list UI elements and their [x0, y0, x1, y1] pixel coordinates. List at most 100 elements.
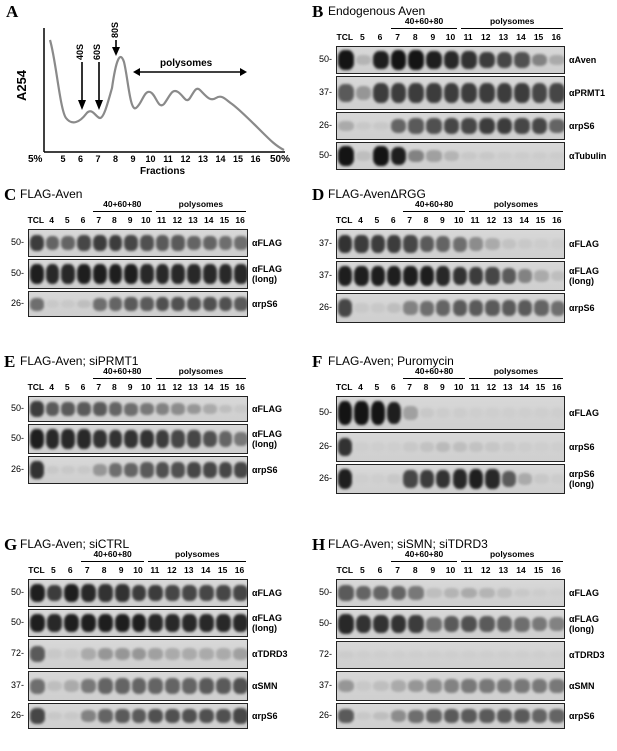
- fraction-label: TCL: [28, 565, 45, 575]
- blot-band: [30, 401, 44, 417]
- fraction-label: 12: [486, 215, 497, 225]
- fraction-label: 15: [535, 382, 546, 392]
- blot-band: [478, 708, 495, 723]
- blot-band: [517, 269, 533, 283]
- blot-band: [124, 402, 138, 416]
- blot-band: [233, 648, 247, 660]
- antibody-label: αrpS6 (long): [569, 469, 595, 489]
- blot-band: [46, 614, 62, 632]
- blot-band: [108, 463, 123, 477]
- blot-band: [387, 401, 402, 425]
- panel-title: FLAG-Aven; siSMN; siTDRD3: [328, 537, 488, 551]
- blot-band: [478, 51, 495, 69]
- blot-band: [443, 679, 460, 693]
- blot-band: [403, 301, 418, 315]
- blot-band: [549, 151, 564, 161]
- blot-band: [61, 401, 76, 416]
- western-blot-strip: [336, 396, 565, 430]
- blot-band: [436, 266, 451, 286]
- fraction-group-label: 40+60+80: [103, 366, 142, 376]
- fraction-label: 4: [358, 215, 363, 225]
- blot-band: [338, 120, 354, 132]
- fraction-label: 9: [430, 32, 436, 42]
- blot-band: [338, 469, 353, 489]
- blot-band: [387, 235, 402, 253]
- blot-band: [501, 407, 516, 419]
- panel-title: FLAG-AvenΔRGG: [328, 187, 426, 201]
- fraction-tick: 12: [180, 154, 191, 164]
- blot-band: [426, 118, 442, 134]
- blot-band: [140, 462, 154, 478]
- blot-band: [155, 430, 170, 448]
- molecular-weight-marker: 50-: [10, 617, 24, 627]
- blot-band: [97, 709, 113, 723]
- blot-band: [390, 614, 407, 634]
- blot-band: [461, 117, 477, 135]
- fraction-label: 11: [470, 382, 480, 392]
- fraction-label: 10: [453, 215, 464, 225]
- blot-band: [233, 584, 247, 602]
- molecular-weight-marker: 26-: [318, 441, 332, 451]
- blot-band: [234, 236, 247, 250]
- blot-band: [233, 614, 247, 632]
- fraction-label: 13: [503, 215, 513, 225]
- blot-band: [216, 708, 232, 724]
- blot-band: [426, 150, 442, 162]
- fraction-label: 12: [480, 32, 491, 42]
- blot-band: [155, 403, 170, 415]
- blot-band: [171, 403, 186, 415]
- blot-band: [355, 151, 372, 161]
- blot-band: [517, 299, 533, 317]
- fraction-group-label: polysomes: [489, 549, 535, 559]
- blot-band: [140, 402, 154, 416]
- fraction-label: 8: [423, 382, 429, 392]
- blot-band: [485, 267, 500, 285]
- blot-band: [485, 238, 500, 250]
- blot-band: [148, 678, 164, 694]
- blot-band: [114, 584, 130, 602]
- blot-band: [182, 584, 198, 602]
- blot-band: [426, 588, 442, 598]
- fraction-group-label: 40+60+80: [103, 199, 142, 209]
- blot-band: [468, 267, 484, 285]
- antibody-label: αrpS6: [252, 465, 278, 475]
- blot-band: [390, 118, 407, 134]
- blot-band: [478, 117, 495, 135]
- blot-band: [370, 235, 386, 253]
- fraction-label: 15: [217, 565, 228, 575]
- fraction-group-label: 40+60+80: [404, 549, 444, 559]
- blot-band: [514, 650, 530, 660]
- molecular-weight-marker: 26-: [318, 473, 332, 483]
- antibody-label: αFLAG: [569, 588, 600, 598]
- blot-band: [165, 708, 181, 724]
- blot-band: [77, 299, 91, 309]
- blot-band: [549, 709, 564, 723]
- fraction-label: 10: [445, 565, 456, 575]
- western-blot-strip: [336, 703, 565, 729]
- fraction-label: 5: [374, 382, 380, 392]
- peak-label-40s: 40S: [75, 43, 85, 60]
- blot-band: [148, 708, 164, 724]
- fraction-tick: 6: [77, 154, 83, 164]
- blot-band: [452, 407, 467, 419]
- blot-band: [80, 613, 96, 633]
- fraction-label: 8: [412, 32, 418, 42]
- fraction-label: 13: [498, 32, 509, 42]
- blot-band: [534, 474, 549, 484]
- fraction-label: 7: [407, 215, 412, 225]
- fraction-label: 9: [439, 215, 445, 225]
- fraction-tick: 10: [145, 154, 156, 164]
- fraction-label: 11: [463, 32, 473, 42]
- antibody-label: αFLAG (long): [252, 429, 283, 449]
- blot-band: [436, 300, 451, 316]
- panel-b: B Endogenous Aven 40+60+80 polysomes TCL 5 6 7 8…: [308, 0, 617, 180]
- blot-band: [419, 470, 435, 488]
- blot-band: [549, 617, 564, 631]
- antibody-label: αFLAG (long): [569, 614, 600, 634]
- blot-band: [426, 50, 442, 70]
- blot-band: [354, 303, 369, 313]
- blot-band: [534, 239, 549, 249]
- blot-band: [387, 302, 402, 314]
- blot-band: [354, 442, 369, 452]
- fraction-tick: 13: [197, 154, 208, 164]
